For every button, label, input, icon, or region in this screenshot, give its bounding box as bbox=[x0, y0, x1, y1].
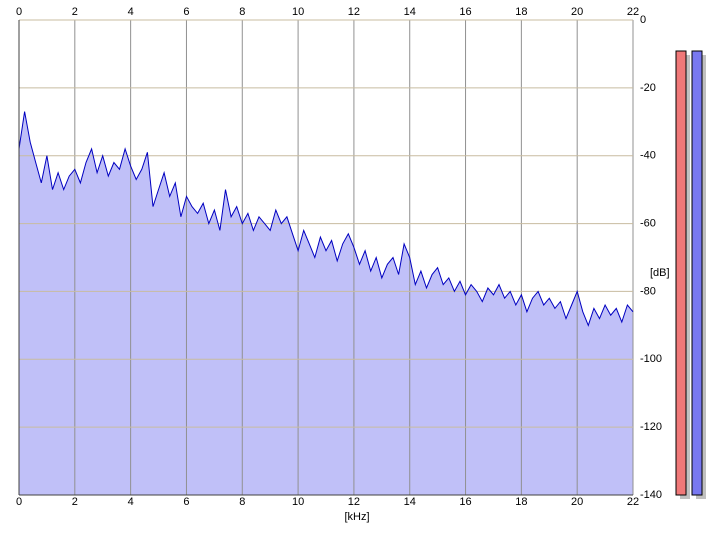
x-tick-label-top: 16 bbox=[459, 6, 471, 18]
x-tick-label: 18 bbox=[515, 496, 527, 508]
y-tick-label: -20 bbox=[640, 82, 656, 94]
x-tick-label-top: 6 bbox=[183, 6, 189, 18]
x-tick-label: 10 bbox=[292, 496, 304, 508]
x-tick-label: 20 bbox=[571, 496, 583, 508]
x-tick-label: 0 bbox=[16, 496, 22, 508]
spectrum-line bbox=[18, 111, 634, 327]
x-tick-label-top: 0 bbox=[16, 6, 22, 18]
x-tick-label: 12 bbox=[348, 496, 360, 508]
area-fill bbox=[19, 111, 633, 495]
x-tick-label: 4 bbox=[128, 496, 134, 508]
x-tick-label-top: 18 bbox=[515, 6, 527, 18]
x-tick-label: 14 bbox=[404, 496, 416, 508]
x-tick-label: 16 bbox=[459, 496, 471, 508]
x-tick-label-top: 20 bbox=[571, 6, 583, 18]
y-tick-label: 0 bbox=[640, 14, 646, 26]
x-tick-label: 2 bbox=[72, 496, 78, 508]
x-tick-label: 22 bbox=[627, 496, 639, 508]
x-tick-label-top: 8 bbox=[239, 6, 245, 18]
y-tick-label: -40 bbox=[640, 150, 656, 162]
x-tick-label: 8 bbox=[239, 496, 245, 508]
y-tick-label: -140 bbox=[640, 489, 662, 501]
y-tick-label: -100 bbox=[640, 353, 662, 365]
right-level-meter bbox=[691, 50, 703, 496]
left-level-meter bbox=[675, 50, 687, 496]
x-tick-label: 6 bbox=[183, 496, 189, 508]
x-tick-label-top: 4 bbox=[128, 6, 134, 18]
y-tick-label: -120 bbox=[640, 421, 662, 433]
y-tick-label: -80 bbox=[640, 285, 656, 297]
y-tick-label: -60 bbox=[640, 217, 656, 229]
x-tick-label-top: 12 bbox=[348, 6, 360, 18]
y-axis-label: [dB] bbox=[650, 267, 670, 279]
x-tick-label-top: 2 bbox=[72, 6, 78, 18]
x-tick-label-top: 10 bbox=[292, 6, 304, 18]
x-tick-label-top: 22 bbox=[627, 6, 639, 18]
x-tick-label-top: 14 bbox=[404, 6, 416, 18]
x-axis-label: [kHz] bbox=[344, 511, 369, 523]
